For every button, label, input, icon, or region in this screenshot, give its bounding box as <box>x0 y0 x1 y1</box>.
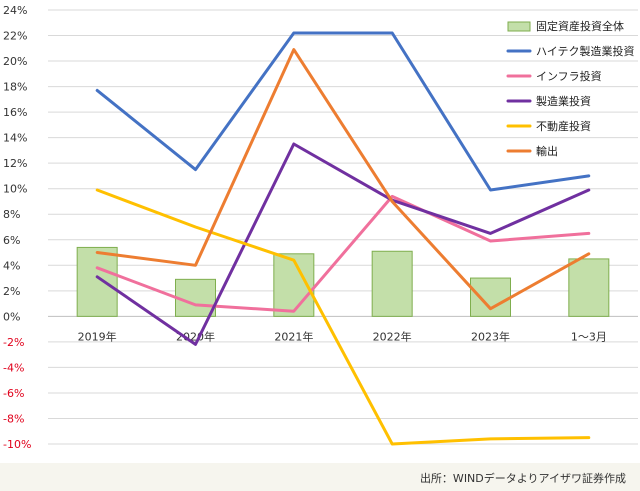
y-axis-ticks: 24% 22% 20% 18% 16% 14% 12% 10% 8% 6% 4% 2% 0% -2% -4%… <box>3 4 31 451</box>
y-tick-label: 6% <box>3 234 20 247</box>
x-axis-ticks: 2019年 2020年 2021年 2022年 2023年 1～3月 <box>78 329 607 343</box>
y-tick-label: -10% <box>3 438 31 451</box>
y-tick-label: -2% <box>3 336 24 349</box>
y-tick-label: 12% <box>3 157 27 170</box>
bar-series <box>76 246 610 317</box>
source-note: 出所：WINDデータよりアイザワ証券作成 <box>419 472 626 485</box>
y-tick-label: 16% <box>3 106 27 119</box>
y-tick-label: 10% <box>3 183 27 196</box>
series-line-2 <box>95 194 591 313</box>
chart-svg: 24% 22% 20% 18% 16% 14% 12% 10% 8% 6% 4% 2% 0% -2% -4%… <box>3 4 638 451</box>
y-tick-label: -4% <box>3 361 24 374</box>
y-tick-label: 22% <box>3 30 27 43</box>
legend-label: 輸出 <box>536 144 558 158</box>
bar <box>76 246 118 317</box>
y-tick-label: 14% <box>3 132 27 145</box>
series-line-3 <box>95 142 591 346</box>
y-tick-label: 8% <box>3 208 20 221</box>
legend-label: 製造業投資 <box>536 94 591 108</box>
series-line-4 <box>95 188 591 446</box>
line-series <box>95 31 591 446</box>
x-tick-label: 1～3月 <box>571 330 607 343</box>
y-tick-label: 20% <box>3 55 27 68</box>
bar <box>371 250 413 317</box>
gridlines <box>48 9 638 445</box>
y-tick-label: 4% <box>3 259 20 272</box>
bar <box>470 277 511 317</box>
footer-bar: 出所：WINDデータよりアイザワ証券作成 <box>0 463 640 491</box>
y-tick-label: -8% <box>3 412 24 425</box>
legend-label: ハイテク製造業投資 <box>536 44 635 58</box>
y-tick-label: 2% <box>3 285 20 298</box>
y-tick-label: -6% <box>3 387 24 400</box>
legend-label: 不動産投資 <box>536 119 591 133</box>
series-line-5 <box>95 48 591 311</box>
y-tick-label: 18% <box>3 81 27 94</box>
bar <box>175 278 216 317</box>
x-tick-label: 2019年 <box>78 329 117 343</box>
bar <box>568 258 610 317</box>
legend-swatch <box>507 21 531 32</box>
legend-label: 固定資産投資全体 <box>536 19 624 33</box>
legend-label: インフラ投資 <box>536 69 602 83</box>
y-tick-label: 0% <box>3 310 20 323</box>
y-tick-label: 24% <box>3 4 27 17</box>
x-tick-label: 2022年 <box>373 329 412 343</box>
x-tick-label: 2021年 <box>274 329 313 343</box>
series-line-1 <box>95 31 591 192</box>
x-tick-label: 2023年 <box>471 329 510 343</box>
x-tick-label: 2020年 <box>176 329 215 343</box>
